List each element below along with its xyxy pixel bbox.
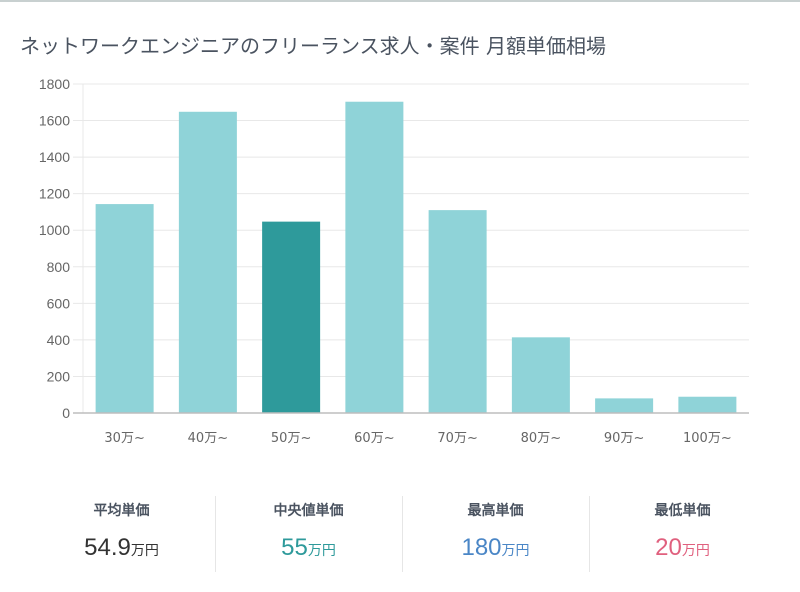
stat-value: 20万円 xyxy=(589,534,776,562)
chart-title: ネットワークエンジニアのフリーランス求人・案件 月額単価相場 xyxy=(20,34,606,58)
bar-30万~ xyxy=(95,204,154,413)
bar-80万~ xyxy=(511,337,570,413)
stat-value: 55万円 xyxy=(215,534,402,562)
stat-number: 20 xyxy=(655,534,682,561)
bar-70万~ xyxy=(428,210,487,413)
y-tick-label: 800 xyxy=(47,259,71,275)
stat-label: 平均単価 xyxy=(93,503,150,519)
x-axis-ticks: 30万~ 40万~ 50万~ 60万~ 70万~ 80万~ 90万~ 100万~ xyxy=(104,431,731,446)
x-tick-label: 60万~ xyxy=(354,431,394,446)
stat-number: 55 xyxy=(281,534,308,561)
stat-label: 最低単価 xyxy=(654,503,711,519)
stat-median: 中央値単価 55万円 xyxy=(215,492,402,576)
y-axis-ticks: 0 200 400 600 800 1000 1200 1400 1600 1800 xyxy=(39,76,70,421)
bar-100万~ xyxy=(678,396,737,413)
x-tick-label: 90万~ xyxy=(604,431,644,446)
x-tick-label: 50万~ xyxy=(271,431,311,446)
bar-chart: 0 200 400 600 800 1000 1200 1400 1600 1800 30万~ 40… xyxy=(39,76,749,446)
stat-number: 180 xyxy=(461,534,502,561)
bar-60万~ xyxy=(345,101,404,414)
stat-average: 平均単価 54.9万円 xyxy=(28,492,215,576)
y-tick-label: 1000 xyxy=(39,222,70,238)
y-tick-label: 1800 xyxy=(39,76,70,92)
stat-label: 最高単価 xyxy=(467,503,524,519)
y-tick-label: 0 xyxy=(62,405,70,421)
bar-90万~ xyxy=(595,398,654,413)
stat-value: 54.9万円 xyxy=(28,534,215,562)
y-tick-label: 400 xyxy=(47,332,71,348)
y-tick-label: 1200 xyxy=(39,186,70,202)
bar-50万~ xyxy=(262,221,321,413)
top-border xyxy=(0,0,800,2)
stat-unit: 万円 xyxy=(681,543,710,559)
x-tick-label: 80万~ xyxy=(521,431,561,446)
y-tick-label: 200 xyxy=(47,368,71,384)
y-tick-label: 1600 xyxy=(39,113,70,129)
bars xyxy=(95,101,737,414)
x-tick-label: 70万~ xyxy=(437,431,477,446)
x-tick-label: 100万~ xyxy=(683,431,732,446)
stat-unit: 万円 xyxy=(501,543,530,559)
stat-max: 最高単価 180万円 xyxy=(402,492,589,576)
stat-unit: 万円 xyxy=(130,543,159,559)
stat-value: 180万円 xyxy=(402,534,589,562)
stat-number: 54.9 xyxy=(84,534,131,561)
stat-min: 最低単価 20万円 xyxy=(589,492,776,576)
x-tick-label: 30万~ xyxy=(104,431,144,446)
y-tick-label: 600 xyxy=(47,295,71,311)
x-tick-label: 40万~ xyxy=(188,431,228,446)
stat-label: 中央値単価 xyxy=(273,503,344,519)
stats-panel: 平均単価 54.9万円 中央値単価 55万円 最高単価 180万円 最低単価 2… xyxy=(28,492,776,576)
stat-unit: 万円 xyxy=(307,543,336,559)
bar-40万~ xyxy=(178,111,237,413)
gridlines xyxy=(73,83,749,414)
y-tick-label: 1400 xyxy=(39,149,70,165)
